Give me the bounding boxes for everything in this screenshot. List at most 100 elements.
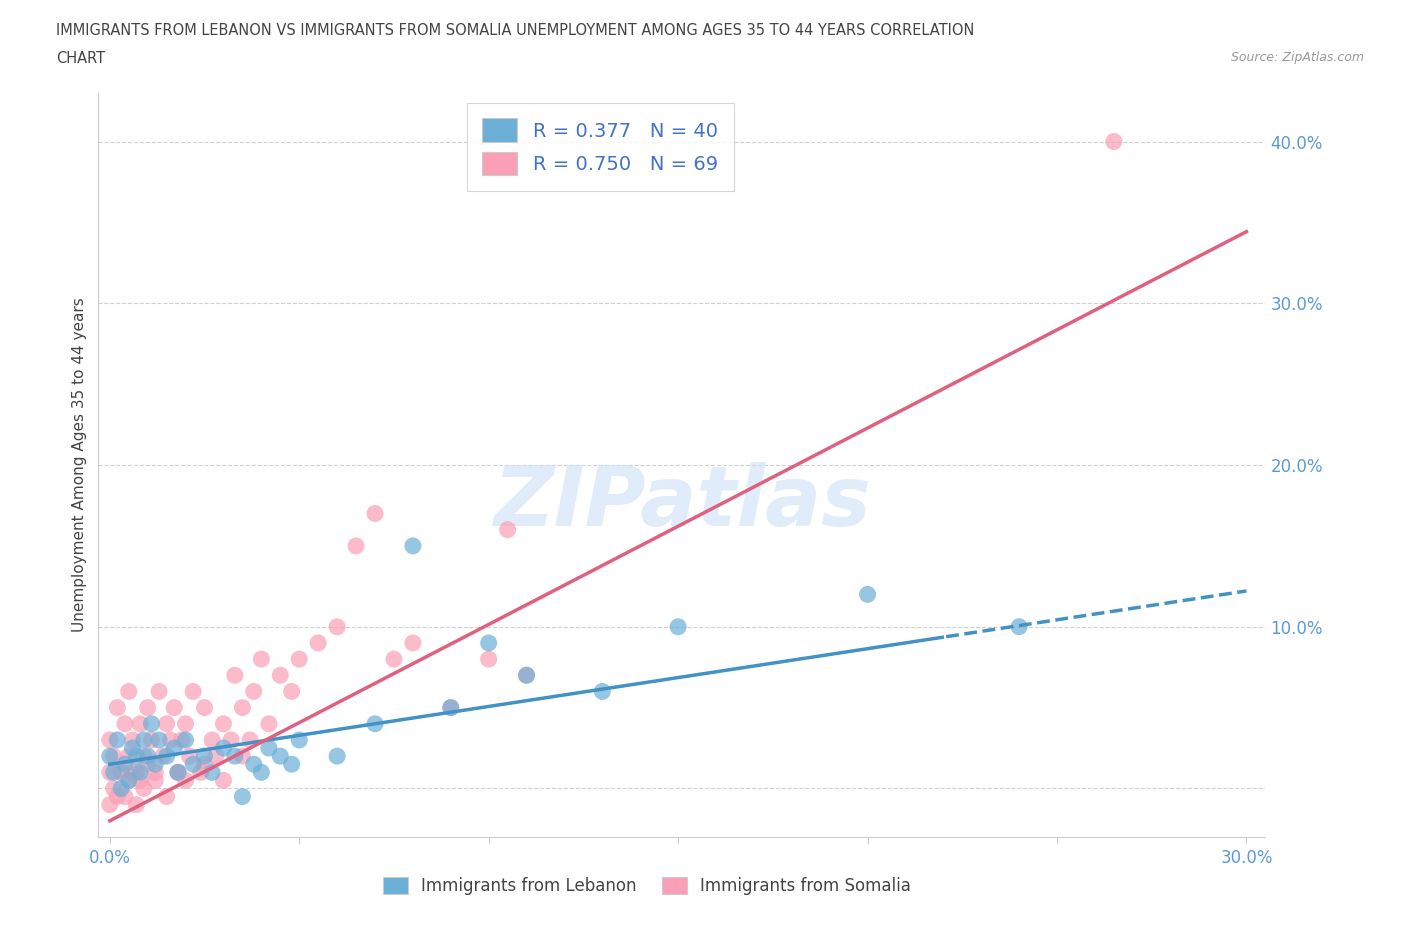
Point: [478, 635, 501, 650]
Point: [98, 797, 121, 812]
Point: [141, 733, 163, 748]
Point: [364, 506, 387, 521]
Point: [516, 668, 538, 683]
Point: [269, 749, 291, 764]
Point: [280, 757, 302, 772]
Text: ZIPatlas: ZIPatlas: [494, 461, 870, 543]
Point: [136, 700, 159, 715]
Text: CHART: CHART: [56, 51, 105, 66]
Point: [326, 749, 349, 764]
Point: [103, 764, 125, 779]
Point: [212, 716, 235, 731]
Point: [193, 749, 215, 764]
Point: [121, 764, 143, 779]
Point: [212, 740, 235, 755]
Point: [440, 700, 463, 715]
Point: [201, 733, 224, 748]
Point: [129, 773, 152, 788]
Point: [121, 740, 143, 755]
Point: [125, 797, 148, 812]
Point: [110, 764, 132, 779]
Point: [516, 668, 538, 683]
Point: [224, 749, 246, 764]
Point: [250, 652, 273, 667]
Point: [219, 733, 242, 748]
Point: [242, 757, 264, 772]
Point: [163, 700, 186, 715]
Point: [179, 749, 201, 764]
Point: [478, 652, 501, 667]
Point: [118, 773, 141, 788]
Point: [118, 684, 141, 698]
Point: [167, 764, 190, 779]
Point: [129, 716, 152, 731]
Point: [257, 740, 280, 755]
Point: [402, 538, 425, 553]
Point: [174, 716, 197, 731]
Point: [190, 764, 212, 779]
Point: [326, 619, 349, 634]
Point: [242, 684, 264, 698]
Point: [98, 733, 121, 748]
Point: [170, 733, 193, 748]
Point: [110, 764, 132, 779]
Point: [136, 749, 159, 764]
Point: [98, 764, 121, 779]
Point: [105, 790, 128, 804]
Point: [231, 700, 253, 715]
Point: [167, 764, 190, 779]
Point: [344, 538, 367, 553]
Point: [402, 635, 425, 650]
Point: [280, 684, 302, 698]
Point: [148, 684, 170, 698]
Point: [856, 587, 879, 602]
Point: [231, 790, 253, 804]
Point: [181, 684, 204, 698]
Point: [156, 790, 179, 804]
Point: [250, 764, 273, 779]
Point: [156, 716, 179, 731]
Point: [143, 773, 166, 788]
Point: [118, 773, 141, 788]
Point: [121, 733, 143, 748]
Point: [98, 749, 121, 764]
Point: [174, 733, 197, 748]
Y-axis label: Unemployment Among Ages 35 to 44 years: Unemployment Among Ages 35 to 44 years: [72, 298, 87, 632]
Point: [114, 790, 136, 804]
Point: [148, 733, 170, 748]
Point: [163, 740, 186, 755]
Point: [118, 749, 141, 764]
Point: [193, 700, 215, 715]
Point: [141, 716, 163, 731]
Point: [205, 749, 228, 764]
Point: [114, 716, 136, 731]
Point: [269, 668, 291, 683]
Point: [110, 781, 132, 796]
Point: [382, 652, 405, 667]
Text: Source: ZipAtlas.com: Source: ZipAtlas.com: [1230, 51, 1364, 64]
Point: [143, 757, 166, 772]
Point: [167, 764, 190, 779]
Point: [103, 781, 125, 796]
Point: [156, 749, 179, 764]
Point: [1102, 134, 1125, 149]
Point: [132, 733, 155, 748]
Point: [174, 773, 197, 788]
Point: [125, 749, 148, 764]
Point: [288, 733, 311, 748]
Point: [307, 635, 329, 650]
Legend: Immigrants from Lebanon, Immigrants from Somalia: Immigrants from Lebanon, Immigrants from…: [374, 869, 920, 903]
Point: [129, 764, 152, 779]
Point: [143, 764, 166, 779]
Point: [181, 757, 204, 772]
Point: [136, 757, 159, 772]
Text: IMMIGRANTS FROM LEBANON VS IMMIGRANTS FROM SOMALIA UNEMPLOYMENT AMONG AGES 35 TO: IMMIGRANTS FROM LEBANON VS IMMIGRANTS FR…: [56, 23, 974, 38]
Point: [114, 757, 136, 772]
Point: [224, 668, 246, 683]
Point: [666, 619, 689, 634]
Point: [591, 684, 613, 698]
Point: [152, 749, 174, 764]
Point: [105, 700, 128, 715]
Point: [193, 757, 215, 772]
Point: [257, 716, 280, 731]
